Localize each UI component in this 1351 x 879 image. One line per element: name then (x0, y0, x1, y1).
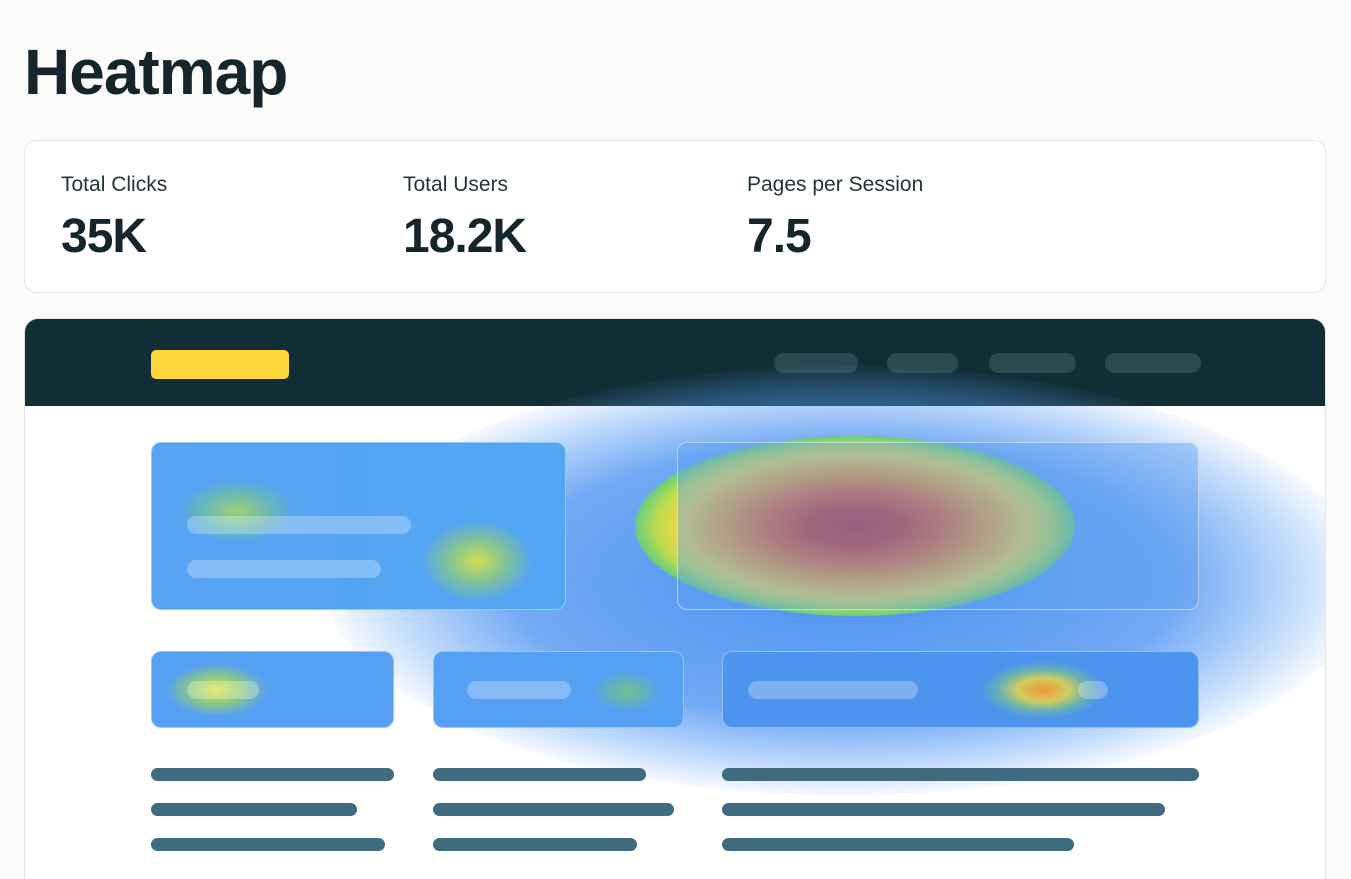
mock-text-line (722, 803, 1165, 816)
mock-hero-right (677, 442, 1199, 610)
mock-text-line (151, 768, 394, 781)
mock-text-line (433, 768, 646, 781)
mock-text-bar (187, 516, 411, 534)
mock-hero-left (151, 442, 566, 610)
mock-card (433, 651, 684, 728)
heat-spot (422, 521, 532, 601)
mock-card (151, 651, 394, 728)
mock-nav-item (1105, 353, 1201, 373)
heat-spot (983, 662, 1103, 718)
heat-spot (182, 481, 292, 541)
heatmap-hotspot (635, 436, 1075, 616)
mock-text-bar (187, 681, 259, 699)
stats-panel: Total Clicks 35K Total Users 18.2K Pages… (24, 140, 1326, 293)
stat-total-users: Total Users 18.2K (403, 171, 527, 269)
heatmap-website-preview[interactable] (24, 318, 1326, 879)
stat-pages-per-session: Pages per Session 7.5 (747, 171, 923, 269)
mock-text-line (151, 803, 357, 816)
mock-text-line (722, 768, 1199, 781)
mock-page-canvas (25, 366, 1325, 879)
mock-text-bar (187, 560, 381, 578)
mock-text-bar (1078, 681, 1108, 699)
stat-value: 7.5 (747, 210, 812, 263)
stat-total-clicks: Total Clicks 35K (61, 171, 167, 269)
mock-text-line (722, 838, 1074, 851)
stat-label: Total Clicks (61, 173, 168, 196)
mock-text-bar (748, 681, 918, 699)
stat-label: Pages per Session (747, 173, 924, 196)
stat-value: 18.2K (403, 210, 527, 263)
mock-nav-item (989, 353, 1076, 373)
stat-value: 35K (61, 210, 147, 263)
heat-spot (167, 664, 267, 716)
mock-text-line (433, 803, 674, 816)
mock-text-line (151, 838, 385, 851)
mock-text-bar (467, 681, 571, 699)
stat-label: Total Users (403, 173, 509, 196)
page-title: Heatmap (24, 36, 288, 108)
mock-text-line (433, 838, 637, 851)
mock-logo (151, 350, 289, 379)
heat-spot (592, 670, 662, 712)
mock-card (722, 651, 1199, 728)
